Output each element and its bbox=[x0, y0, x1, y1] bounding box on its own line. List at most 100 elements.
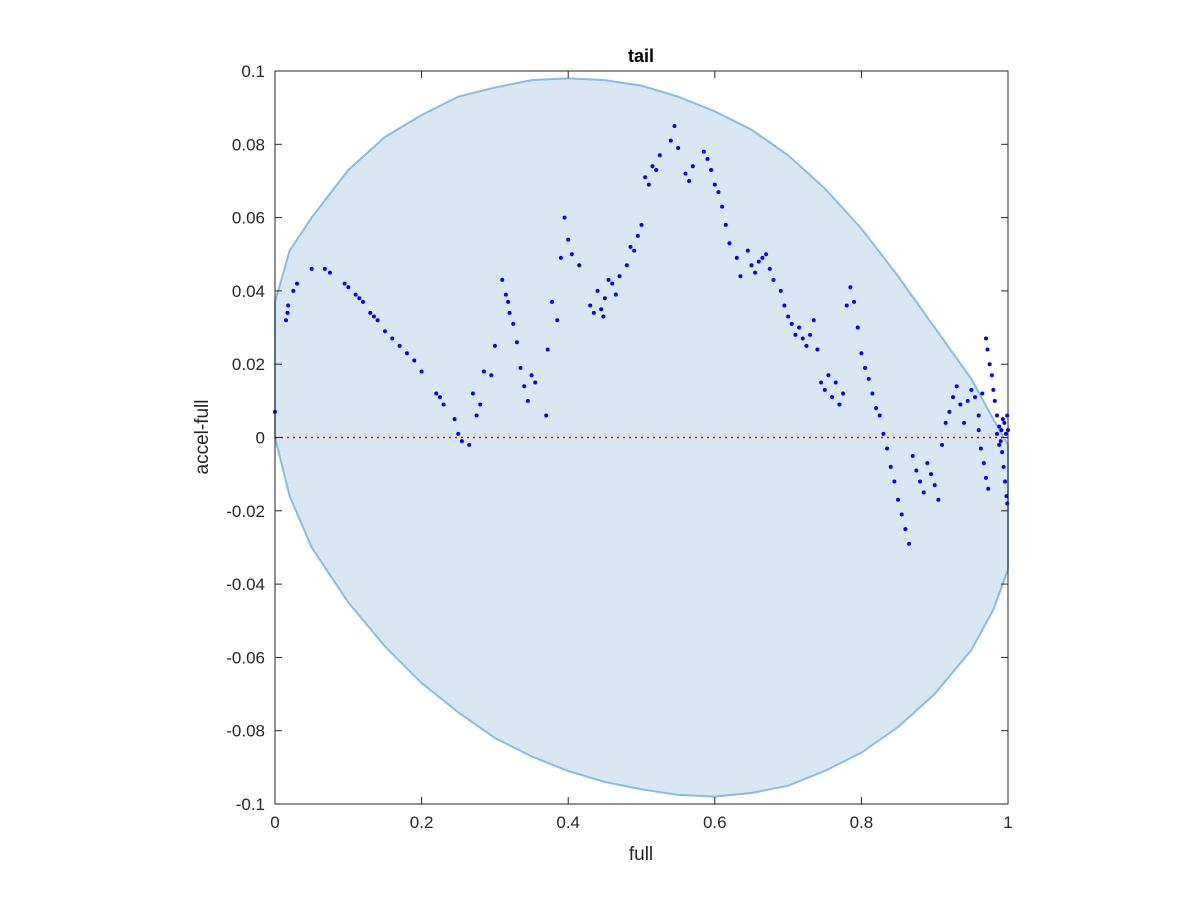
data-point bbox=[936, 497, 941, 502]
data-point bbox=[701, 149, 706, 154]
data-point bbox=[506, 299, 511, 304]
data-point bbox=[602, 296, 607, 301]
data-point bbox=[753, 270, 758, 275]
data-point bbox=[918, 479, 923, 484]
data-point bbox=[544, 413, 549, 418]
data-point bbox=[962, 420, 967, 425]
data-point bbox=[991, 387, 996, 392]
data-point bbox=[481, 369, 486, 374]
data-point bbox=[562, 215, 567, 220]
data-point bbox=[672, 123, 677, 128]
data-point bbox=[690, 164, 695, 169]
plot-area bbox=[273, 77, 1010, 798]
data-point bbox=[437, 395, 442, 400]
x-tick-label: 1 bbox=[1003, 813, 1012, 832]
data-point bbox=[859, 351, 864, 356]
data-point bbox=[635, 233, 640, 238]
data-point bbox=[1001, 464, 1006, 469]
data-point bbox=[925, 461, 930, 466]
data-point bbox=[503, 292, 508, 297]
y-tick-label: 0.08 bbox=[232, 135, 265, 154]
data-point bbox=[712, 182, 717, 187]
data-point bbox=[885, 446, 890, 451]
data-point bbox=[833, 380, 838, 385]
data-point bbox=[995, 413, 1000, 418]
data-point bbox=[855, 325, 860, 330]
data-point bbox=[577, 263, 582, 268]
data-point bbox=[478, 402, 483, 407]
data-point bbox=[375, 318, 380, 323]
data-point bbox=[360, 299, 365, 304]
y-tick-label: 0 bbox=[256, 429, 265, 448]
data-point bbox=[285, 310, 290, 315]
data-point bbox=[870, 391, 875, 396]
data-point bbox=[397, 343, 402, 348]
data-point bbox=[632, 248, 637, 253]
data-point bbox=[489, 373, 494, 378]
data-point bbox=[723, 222, 728, 227]
data-point bbox=[518, 365, 523, 370]
data-point bbox=[591, 310, 596, 315]
data-point bbox=[969, 387, 974, 392]
data-point bbox=[958, 402, 963, 407]
data-point bbox=[782, 303, 787, 308]
data-point bbox=[903, 527, 908, 532]
data-point bbox=[984, 475, 989, 480]
y-tick-label: -0.08 bbox=[226, 722, 265, 741]
data-point bbox=[978, 446, 983, 451]
data-point bbox=[382, 329, 387, 334]
data-point bbox=[987, 362, 992, 367]
data-point bbox=[507, 310, 512, 315]
data-point bbox=[456, 431, 461, 436]
data-point bbox=[716, 189, 721, 194]
data-point bbox=[1003, 431, 1008, 436]
data-point bbox=[932, 483, 937, 488]
data-point bbox=[997, 442, 1002, 447]
data-point bbox=[599, 307, 604, 312]
data-point bbox=[877, 413, 882, 418]
data-point bbox=[657, 153, 662, 158]
data-point bbox=[639, 222, 644, 227]
data-point bbox=[808, 332, 813, 337]
data-point bbox=[727, 241, 732, 246]
data-point bbox=[989, 373, 994, 378]
data-point bbox=[500, 277, 505, 282]
data-point bbox=[778, 288, 783, 293]
data-point bbox=[357, 296, 362, 301]
data-point bbox=[830, 395, 835, 400]
data-point bbox=[914, 468, 919, 473]
data-point bbox=[613, 292, 618, 297]
data-point bbox=[654, 167, 659, 172]
data-point bbox=[1000, 417, 1005, 422]
data-point bbox=[899, 512, 904, 517]
data-point bbox=[569, 252, 574, 257]
data-point bbox=[786, 314, 791, 319]
data-point bbox=[390, 336, 395, 341]
data-point bbox=[998, 439, 1003, 444]
y-tick-label: 0.1 bbox=[241, 62, 265, 81]
data-point bbox=[947, 409, 952, 414]
data-point bbox=[720, 204, 725, 209]
data-point bbox=[997, 424, 1002, 429]
data-point bbox=[767, 266, 772, 271]
data-point bbox=[995, 431, 1000, 436]
data-point bbox=[492, 343, 497, 348]
data-point bbox=[999, 428, 1004, 433]
data-point bbox=[601, 314, 606, 319]
data-point bbox=[709, 167, 714, 172]
data-point bbox=[452, 417, 457, 422]
data-point bbox=[550, 299, 555, 304]
data-point bbox=[474, 413, 479, 418]
data-point bbox=[624, 263, 629, 268]
data-point bbox=[566, 237, 571, 242]
data-point bbox=[826, 373, 831, 378]
data-point bbox=[951, 395, 956, 400]
data-point bbox=[965, 398, 970, 403]
data-point bbox=[804, 343, 809, 348]
data-point bbox=[793, 332, 798, 337]
data-point bbox=[1005, 501, 1010, 506]
data-point bbox=[929, 472, 934, 477]
data-point bbox=[588, 303, 593, 308]
data-point bbox=[981, 461, 986, 466]
data-point bbox=[511, 321, 516, 326]
